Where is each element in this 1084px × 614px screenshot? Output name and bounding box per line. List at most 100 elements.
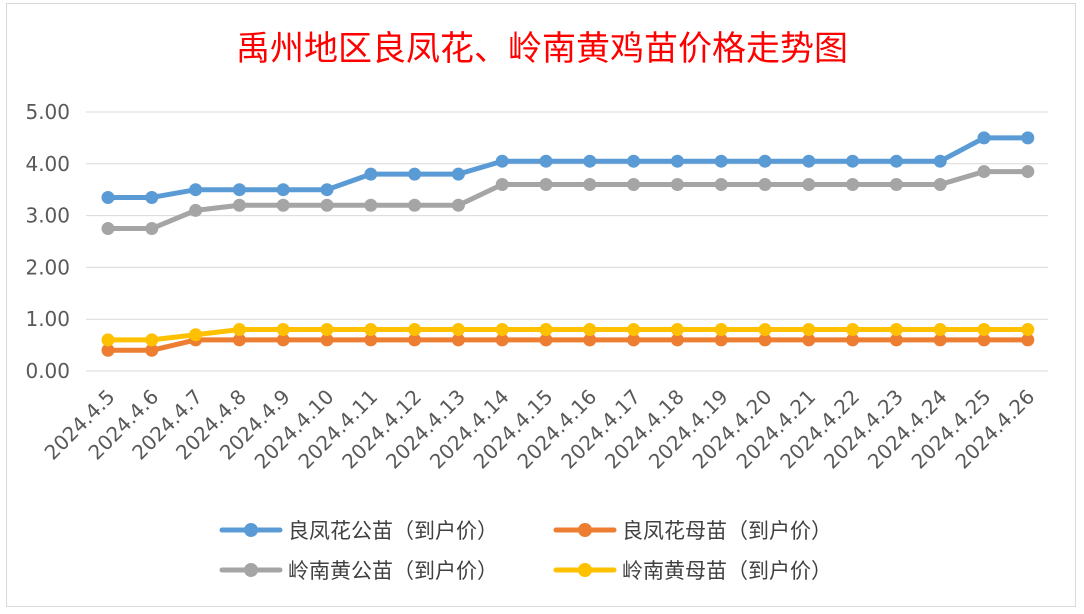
data-point <box>145 333 159 347</box>
data-point <box>101 333 115 347</box>
data-point <box>670 323 684 337</box>
data-point <box>276 333 290 347</box>
series-3 <box>101 165 1035 236</box>
data-point <box>802 333 816 347</box>
data-point <box>889 154 903 168</box>
data-point <box>758 178 772 192</box>
legend-item-2: 良凤花母苗（到户价） <box>553 519 832 543</box>
legend-label: 良凤花公苗（到户价） <box>288 519 498 543</box>
series-line <box>105 135 1031 200</box>
legend-item-1: 良凤花公苗（到户价） <box>219 519 498 543</box>
legend-item-3: 岭南黄公苗（到户价） <box>219 559 498 583</box>
series-4 <box>101 323 1035 347</box>
data-point <box>408 167 422 181</box>
data-point <box>977 165 991 179</box>
data-point <box>276 323 290 337</box>
data-point <box>451 198 465 212</box>
data-point <box>276 198 290 212</box>
data-point <box>232 323 246 337</box>
data-point <box>539 333 553 347</box>
series-line <box>105 337 1031 353</box>
data-point <box>846 178 860 192</box>
data-point <box>670 333 684 347</box>
data-point <box>977 333 991 347</box>
legend-item-4: 岭南黄母苗（到户价） <box>553 559 832 583</box>
data-point <box>145 222 159 236</box>
data-point <box>627 333 641 347</box>
data-point <box>933 333 947 347</box>
data-point <box>802 178 816 192</box>
x-axis-ticks: 2024.4.52024.4.62024.4.72024.4.82024.4.9… <box>40 385 1040 474</box>
data-point <box>364 167 378 181</box>
data-point <box>539 178 553 192</box>
y-tick-label: 3.00 <box>25 204 70 228</box>
data-point <box>451 333 465 347</box>
chart-frame <box>6 3 1076 607</box>
chart-title: 禹州地区良凤花、岭南黄鸡苗价格走势图 <box>236 29 848 69</box>
data-point <box>977 323 991 337</box>
data-point <box>320 333 334 347</box>
data-point <box>495 333 509 347</box>
data-point <box>627 154 641 168</box>
data-point <box>364 323 378 337</box>
legend-marker <box>244 563 258 577</box>
data-point <box>539 154 553 168</box>
legend-label: 岭南黄公苗（到户价） <box>288 559 498 583</box>
data-point <box>758 333 772 347</box>
data-point <box>1021 333 1035 347</box>
series-1 <box>101 131 1035 204</box>
data-point <box>276 183 290 197</box>
data-point <box>714 333 728 347</box>
data-point <box>889 178 903 192</box>
data-point <box>846 333 860 347</box>
data-point <box>758 323 772 337</box>
data-point <box>802 154 816 168</box>
data-point <box>408 333 422 347</box>
y-tick-label: 1.00 <box>25 307 70 331</box>
legend-label: 岭南黄母苗（到户价） <box>622 559 832 583</box>
data-point <box>933 178 947 192</box>
data-point <box>101 222 115 236</box>
data-point <box>189 203 203 217</box>
series-layer <box>101 131 1035 357</box>
legend-marker <box>578 523 592 537</box>
series-2 <box>101 333 1035 357</box>
data-point <box>1021 131 1035 145</box>
data-point <box>408 198 422 212</box>
data-point <box>320 323 334 337</box>
data-point <box>495 154 509 168</box>
y-tick-label: 2.00 <box>25 255 70 279</box>
data-point <box>101 343 115 357</box>
data-point <box>977 131 991 145</box>
data-point <box>583 333 597 347</box>
series-line <box>105 327 1031 343</box>
data-point <box>889 333 903 347</box>
data-point <box>583 178 597 192</box>
data-point <box>670 154 684 168</box>
data-point <box>670 178 684 192</box>
y-tick-label: 4.00 <box>25 152 70 176</box>
data-point <box>364 198 378 212</box>
data-point <box>933 323 947 337</box>
data-point <box>232 198 246 212</box>
data-point <box>451 323 465 337</box>
data-point <box>145 343 159 357</box>
data-point <box>1021 165 1035 179</box>
data-point <box>933 154 947 168</box>
data-point <box>320 183 334 197</box>
data-point <box>583 323 597 337</box>
data-point <box>408 323 422 337</box>
data-point <box>714 323 728 337</box>
data-point <box>627 323 641 337</box>
legend-label: 良凤花母苗（到户价） <box>622 519 832 543</box>
data-point <box>189 328 203 342</box>
gridlines <box>86 111 1048 372</box>
data-point <box>451 167 465 181</box>
data-point <box>627 178 641 192</box>
data-point <box>232 183 246 197</box>
legend-marker <box>578 563 592 577</box>
data-point <box>583 154 597 168</box>
data-point <box>846 323 860 337</box>
data-point <box>539 323 553 337</box>
